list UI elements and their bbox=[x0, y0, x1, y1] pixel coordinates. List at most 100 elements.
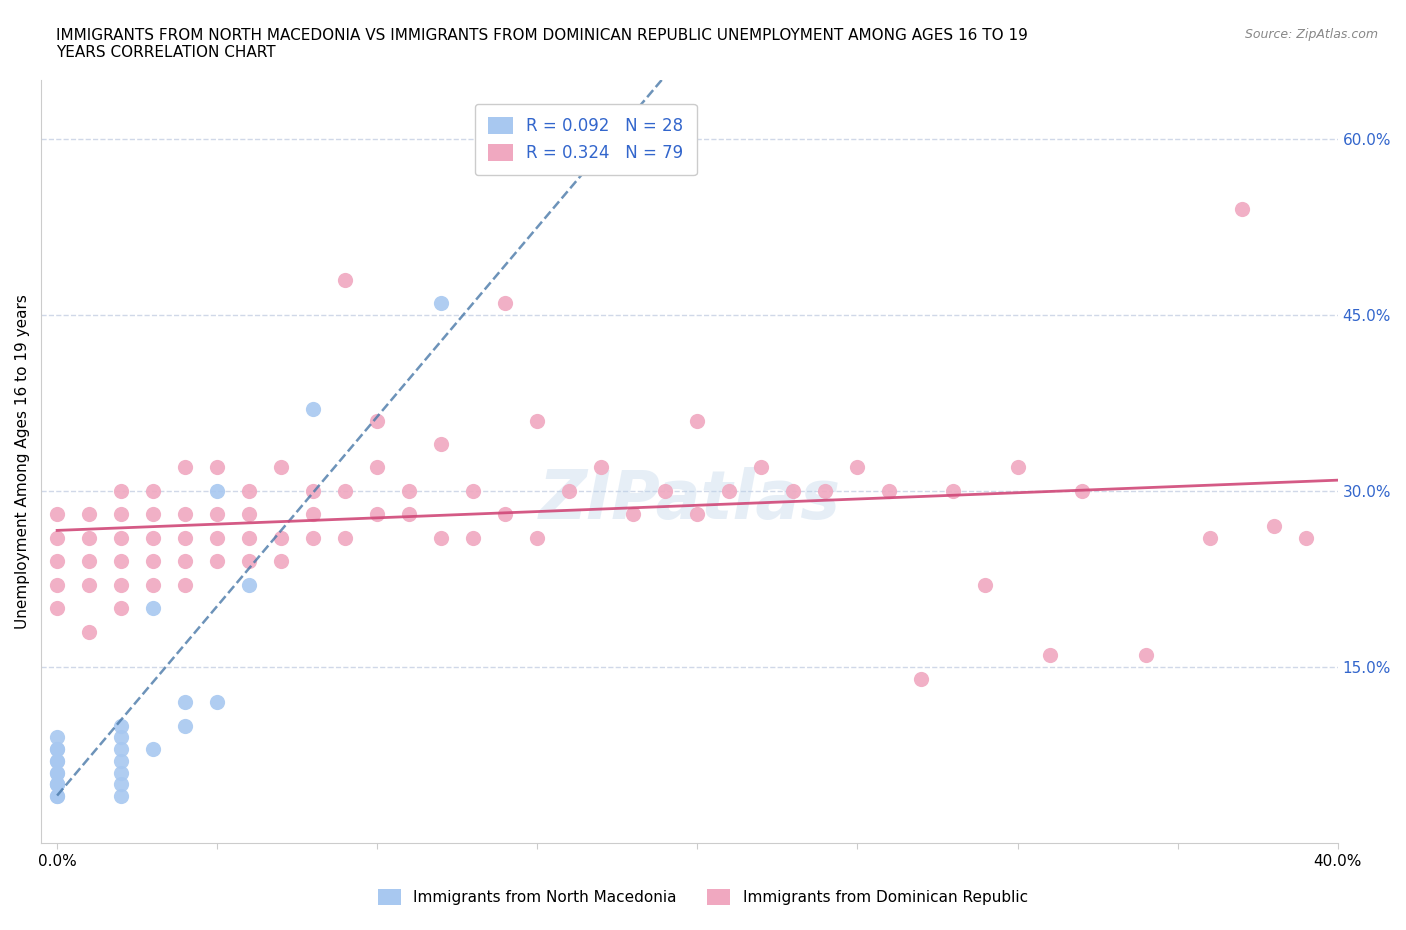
Point bbox=[302, 530, 325, 545]
Point bbox=[110, 718, 132, 733]
Point bbox=[1295, 530, 1317, 545]
Point bbox=[174, 530, 197, 545]
Point bbox=[238, 507, 260, 522]
Point bbox=[110, 578, 132, 592]
Point bbox=[46, 601, 69, 616]
Point bbox=[174, 554, 197, 569]
Point bbox=[879, 484, 901, 498]
Point bbox=[335, 272, 357, 287]
Point bbox=[110, 765, 132, 780]
Point bbox=[46, 578, 69, 592]
Point bbox=[654, 484, 676, 498]
Point bbox=[205, 695, 228, 710]
Point bbox=[205, 530, 228, 545]
Point bbox=[46, 753, 69, 768]
Point bbox=[335, 530, 357, 545]
Point bbox=[46, 765, 69, 780]
Point bbox=[205, 554, 228, 569]
Point bbox=[621, 507, 644, 522]
Point bbox=[46, 742, 69, 757]
Point bbox=[463, 484, 485, 498]
Point bbox=[751, 460, 773, 475]
Point bbox=[1007, 460, 1029, 475]
Point bbox=[302, 484, 325, 498]
Point bbox=[910, 671, 932, 686]
Point bbox=[686, 507, 709, 522]
Point bbox=[398, 484, 420, 498]
Point bbox=[782, 484, 804, 498]
Point bbox=[110, 484, 132, 498]
Point bbox=[174, 718, 197, 733]
Point bbox=[205, 460, 228, 475]
Point bbox=[142, 578, 165, 592]
Point bbox=[142, 554, 165, 569]
Point bbox=[110, 753, 132, 768]
Y-axis label: Unemployment Among Ages 16 to 19 years: Unemployment Among Ages 16 to 19 years bbox=[15, 294, 30, 629]
Point bbox=[46, 730, 69, 745]
Point bbox=[846, 460, 869, 475]
Point bbox=[46, 789, 69, 804]
Point bbox=[942, 484, 965, 498]
Point bbox=[110, 730, 132, 745]
Point bbox=[974, 578, 997, 592]
Point bbox=[77, 554, 100, 569]
Point bbox=[366, 460, 388, 475]
Point bbox=[110, 789, 132, 804]
Point bbox=[77, 624, 100, 639]
Point bbox=[814, 484, 837, 498]
Text: IMMIGRANTS FROM NORTH MACEDONIA VS IMMIGRANTS FROM DOMINICAN REPUBLIC UNEMPLOYME: IMMIGRANTS FROM NORTH MACEDONIA VS IMMIG… bbox=[56, 28, 1028, 60]
Point bbox=[238, 578, 260, 592]
Point bbox=[430, 530, 453, 545]
Legend: R = 0.092   N = 28, R = 0.324   N = 79: R = 0.092 N = 28, R = 0.324 N = 79 bbox=[475, 103, 697, 175]
Point bbox=[46, 530, 69, 545]
Point bbox=[591, 460, 613, 475]
Point bbox=[46, 765, 69, 780]
Point bbox=[142, 507, 165, 522]
Point bbox=[205, 484, 228, 498]
Point bbox=[238, 530, 260, 545]
Point bbox=[110, 742, 132, 757]
Point bbox=[77, 530, 100, 545]
Point bbox=[174, 578, 197, 592]
Point bbox=[302, 507, 325, 522]
Point bbox=[110, 601, 132, 616]
Point bbox=[398, 507, 420, 522]
Point bbox=[270, 530, 292, 545]
Point bbox=[335, 484, 357, 498]
Point bbox=[142, 530, 165, 545]
Point bbox=[686, 413, 709, 428]
Point bbox=[174, 507, 197, 522]
Point bbox=[174, 460, 197, 475]
Point bbox=[238, 554, 260, 569]
Point bbox=[1038, 648, 1060, 663]
Point bbox=[1135, 648, 1157, 663]
Point bbox=[46, 777, 69, 791]
Text: ZIPatlas: ZIPatlas bbox=[538, 467, 841, 533]
Point bbox=[430, 436, 453, 451]
Point bbox=[1198, 530, 1220, 545]
Point bbox=[526, 530, 548, 545]
Point bbox=[46, 742, 69, 757]
Point bbox=[46, 753, 69, 768]
Point bbox=[302, 402, 325, 417]
Point bbox=[238, 484, 260, 498]
Point bbox=[270, 554, 292, 569]
Point bbox=[174, 695, 197, 710]
Point bbox=[430, 296, 453, 311]
Point bbox=[77, 578, 100, 592]
Point bbox=[205, 507, 228, 522]
Point bbox=[46, 789, 69, 804]
Point bbox=[142, 742, 165, 757]
Point bbox=[110, 507, 132, 522]
Point bbox=[366, 507, 388, 522]
Point bbox=[1263, 519, 1285, 534]
Text: Source: ZipAtlas.com: Source: ZipAtlas.com bbox=[1244, 28, 1378, 41]
Legend: Immigrants from North Macedonia, Immigrants from Dominican Republic: Immigrants from North Macedonia, Immigra… bbox=[371, 882, 1035, 913]
Point bbox=[558, 484, 581, 498]
Point bbox=[718, 484, 741, 498]
Point bbox=[366, 413, 388, 428]
Point bbox=[46, 554, 69, 569]
Point bbox=[142, 484, 165, 498]
Point bbox=[46, 507, 69, 522]
Point bbox=[110, 530, 132, 545]
